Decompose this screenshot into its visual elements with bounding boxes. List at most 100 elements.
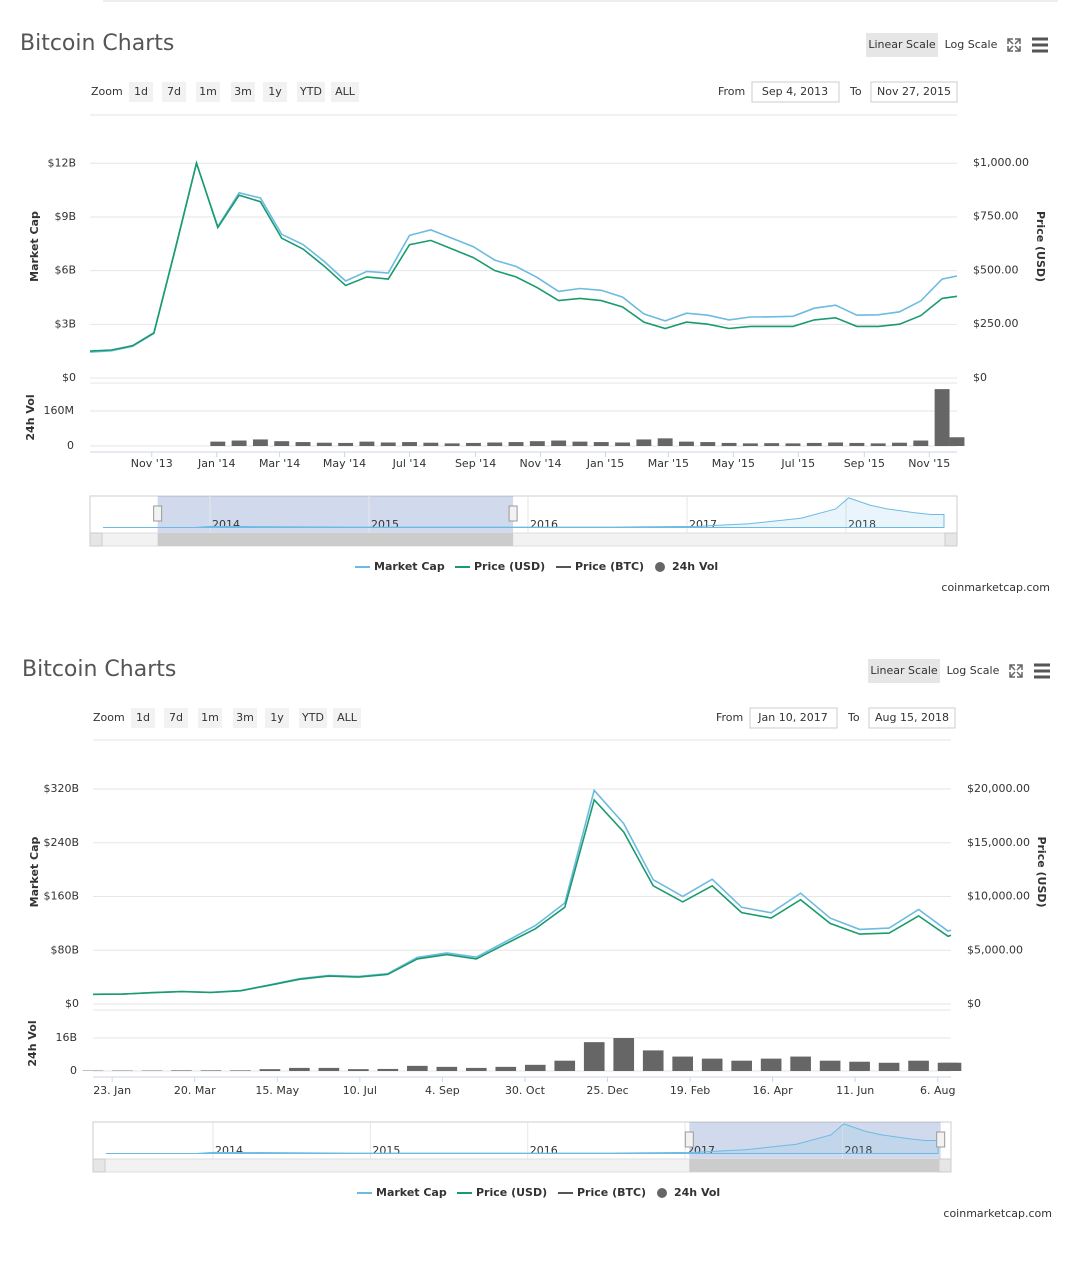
scroll-right[interactable] [938,1158,952,1173]
to-date[interactable]: Aug 15, 2018 [875,711,949,724]
zoom-button[interactable]: ALL [335,85,356,98]
navigator-label: 2014 [215,1144,243,1157]
menu-icon[interactable] [1032,49,1048,53]
x-tick-label: Mar '14 [259,457,300,470]
legend-label[interactable]: Price (USD) [476,1186,547,1199]
legend-label[interactable]: 24h Vol [674,1186,720,1199]
legend-marker[interactable] [655,562,665,572]
fullscreen-icon[interactable] [1007,38,1021,52]
zoom-button-bg[interactable] [164,708,188,728]
zoom-button[interactable]: YTD [301,711,324,724]
navigator-selection[interactable] [689,1122,941,1159]
zoom-button[interactable]: 7d [167,85,181,98]
navigator-handle[interactable] [508,505,518,522]
to-input[interactable] [868,707,956,729]
zoom-button-bg[interactable] [198,708,222,728]
zoom-button[interactable]: 1y [268,85,282,98]
menu-icon[interactable] [1034,675,1050,679]
zoom-button[interactable]: 1d [134,85,148,98]
to-input[interactable] [870,81,958,103]
volume-bar [465,1067,487,1071]
legend-label[interactable]: Market Cap [374,560,445,573]
navigator-handle[interactable] [936,1131,946,1148]
legend-label[interactable]: Price (BTC) [577,1186,646,1199]
scroll-right[interactable] [944,532,958,547]
legend-label[interactable]: Price (USD) [474,560,545,573]
zoom-button[interactable]: 3m [236,711,254,724]
scale-button[interactable]: Linear Scale [868,38,936,51]
series-line [89,160,958,353]
zoom-button[interactable]: 1m [201,711,219,724]
y-tick-label: $12B [47,156,76,169]
scale-button-bg[interactable] [868,659,940,683]
y2-tick-label: $20,000.00 [967,782,1030,795]
zoom-button-bg[interactable] [196,82,220,102]
scale-button[interactable]: Log Scale [945,38,998,51]
zoom-button-bg[interactable] [131,708,155,728]
zoom-button-bg[interactable] [297,82,325,102]
navigator-series [103,497,945,528]
legend-label[interactable]: Price (BTC) [575,560,644,573]
x-tick-label: 6. Aug [920,1084,955,1097]
zoom-button-bg[interactable] [299,708,327,728]
legend-marker[interactable] [657,1188,667,1198]
y2-tick-label: $15,000.00 [967,836,1030,849]
zoom-button-bg[interactable] [129,82,153,102]
scale-button[interactable]: Linear Scale [870,664,938,677]
from-date[interactable]: Jan 10, 2017 [757,711,827,724]
volume-bar [171,1070,192,1071]
x-tick-label: 15. May [255,1084,299,1097]
vol-tick-label: 0 [70,1064,77,1077]
y2-tick-label: $250.00 [973,317,1019,330]
x-tick-label: 10. Jul [343,1084,377,1097]
to-label: To [849,85,862,98]
scrollbar-thumb[interactable] [157,533,514,546]
zoom-button-bg[interactable] [263,82,287,102]
zoom-button-bg[interactable] [333,708,361,728]
x-tick-label: Nov '14 [520,457,562,470]
volume-bar [230,1070,251,1071]
legend-label[interactable]: 24h Vol [672,560,718,573]
y2-tick-label: $750.00 [973,210,1019,223]
x-tick-label: Jul '15 [780,457,815,470]
scale-button[interactable]: Log Scale [947,664,1000,677]
x-tick-label: Jul '14 [392,457,427,470]
menu-icon[interactable] [1032,37,1048,41]
menu-icon[interactable] [1034,663,1050,667]
menu-icon[interactable] [1032,43,1048,47]
zoom-button-bg[interactable] [265,708,289,728]
menu-icon[interactable] [1034,669,1050,673]
zoom-button[interactable]: ALL [337,711,358,724]
from-label: From [718,85,745,98]
x-tick-label: 20. Mar [174,1084,216,1097]
zoom-button-bg[interactable] [233,708,257,728]
scroll-left[interactable] [92,1158,106,1173]
volume-bar [913,440,929,446]
fullscreen-icon[interactable] [1009,664,1023,678]
zoom-button[interactable]: 1d [136,711,150,724]
zoom-button[interactable]: 3m [234,85,252,98]
volume-bar [436,1066,458,1071]
zoom-button[interactable]: 1y [270,711,284,724]
zoom-button[interactable]: 1m [199,85,217,98]
navigator-handle[interactable] [684,1131,694,1148]
from-input[interactable] [751,81,840,103]
zoom-button[interactable]: YTD [299,85,322,98]
legend-label[interactable]: Market Cap [376,1186,447,1199]
zoom-button-bg[interactable] [231,82,255,102]
volume-bar [508,442,524,446]
scrollbar-thumb[interactable] [689,1159,941,1172]
volume-bar [613,1038,635,1071]
zoom-button-bg[interactable] [331,82,359,102]
y-tick-label: $0 [65,997,79,1010]
scale-button-bg[interactable] [866,33,938,57]
zoom-button[interactable]: 7d [169,711,183,724]
zoom-button-bg[interactable] [162,82,186,102]
from-date[interactable]: Sep 4, 2013 [762,85,828,98]
navigator-handle[interactable] [153,505,163,522]
volume-bar [359,441,375,446]
from-input[interactable] [749,707,838,729]
to-date[interactable]: Nov 27, 2015 [877,85,951,98]
scroll-left[interactable] [89,532,103,547]
